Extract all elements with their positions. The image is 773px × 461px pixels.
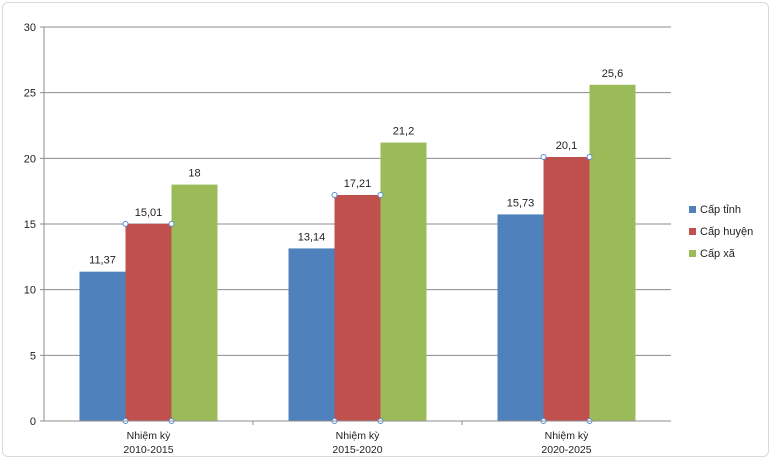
y-tick-label: 25: [24, 88, 36, 100]
data-label: 17,21: [344, 178, 372, 190]
selection-handle: [331, 191, 338, 198]
x-tick-label: Nhiệm kỳ: [127, 430, 172, 442]
bars: [79, 84, 636, 421]
legend-swatch: [689, 250, 696, 257]
data-label: 13,14: [298, 231, 326, 243]
bar-2-3: [543, 157, 590, 421]
x-tick-label: Nhiệm kỳ: [336, 430, 381, 442]
data-label: 11,37: [89, 255, 116, 267]
bar-1-1: [79, 271, 126, 421]
selection-handle: [168, 220, 175, 227]
data-label: 15,73: [507, 197, 535, 209]
bar-1-3: [497, 214, 544, 421]
y-tick-label: 20: [24, 153, 36, 165]
data-label: 25,6: [602, 68, 623, 80]
legend-swatch: [689, 228, 696, 235]
legend-label: Cấp tỉnh: [700, 204, 741, 216]
selection-handle: [377, 191, 384, 198]
y-tick-label: 0: [30, 416, 36, 428]
bar-1-2: [288, 248, 335, 421]
bar-2-2: [334, 194, 381, 421]
legend-swatch: [689, 206, 696, 213]
data-label: 20,1: [556, 140, 577, 152]
selection-handle: [122, 220, 129, 227]
y-tick-label: 10: [24, 285, 36, 297]
bar-2-1: [125, 223, 172, 421]
data-label: 15,01: [135, 207, 163, 219]
x-axis: Nhiệm kỳ 2010-2015 Nhiệm kỳ 2015-2020 Nhiệm …: [44, 420, 671, 456]
legend-label: Cấp xã: [700, 248, 736, 260]
x-tick-label: Nhiệm kỳ: [545, 430, 590, 442]
data-label: 21,2: [393, 126, 414, 138]
legend-label: Cấp huyện: [700, 226, 753, 238]
data-label: 18: [188, 168, 200, 180]
x-tick-label: 2020-2025: [541, 444, 591, 456]
bar-3-3: [589, 84, 636, 421]
x-tick-label: 2015-2020: [332, 444, 382, 456]
x-tick-label: 2010-2015: [123, 444, 173, 456]
y-tick-label: 30: [24, 22, 36, 34]
bar-3-2: [380, 142, 427, 421]
y-tick-label: 15: [24, 219, 36, 231]
data-labels: 11,37 15,01 18 13,14 17,21 21,2 15,73 20,1 25,6: [89, 68, 623, 424]
y-tick-label: 5: [30, 350, 36, 362]
bar-3-1: [171, 184, 218, 421]
y-axis: 0 5 10 15 20 25 30: [24, 22, 45, 428]
selection-handle: [540, 154, 547, 161]
selection-handle: [586, 154, 593, 161]
legend: Cấp tỉnh Cấp huyện Cấp xã: [689, 204, 753, 260]
